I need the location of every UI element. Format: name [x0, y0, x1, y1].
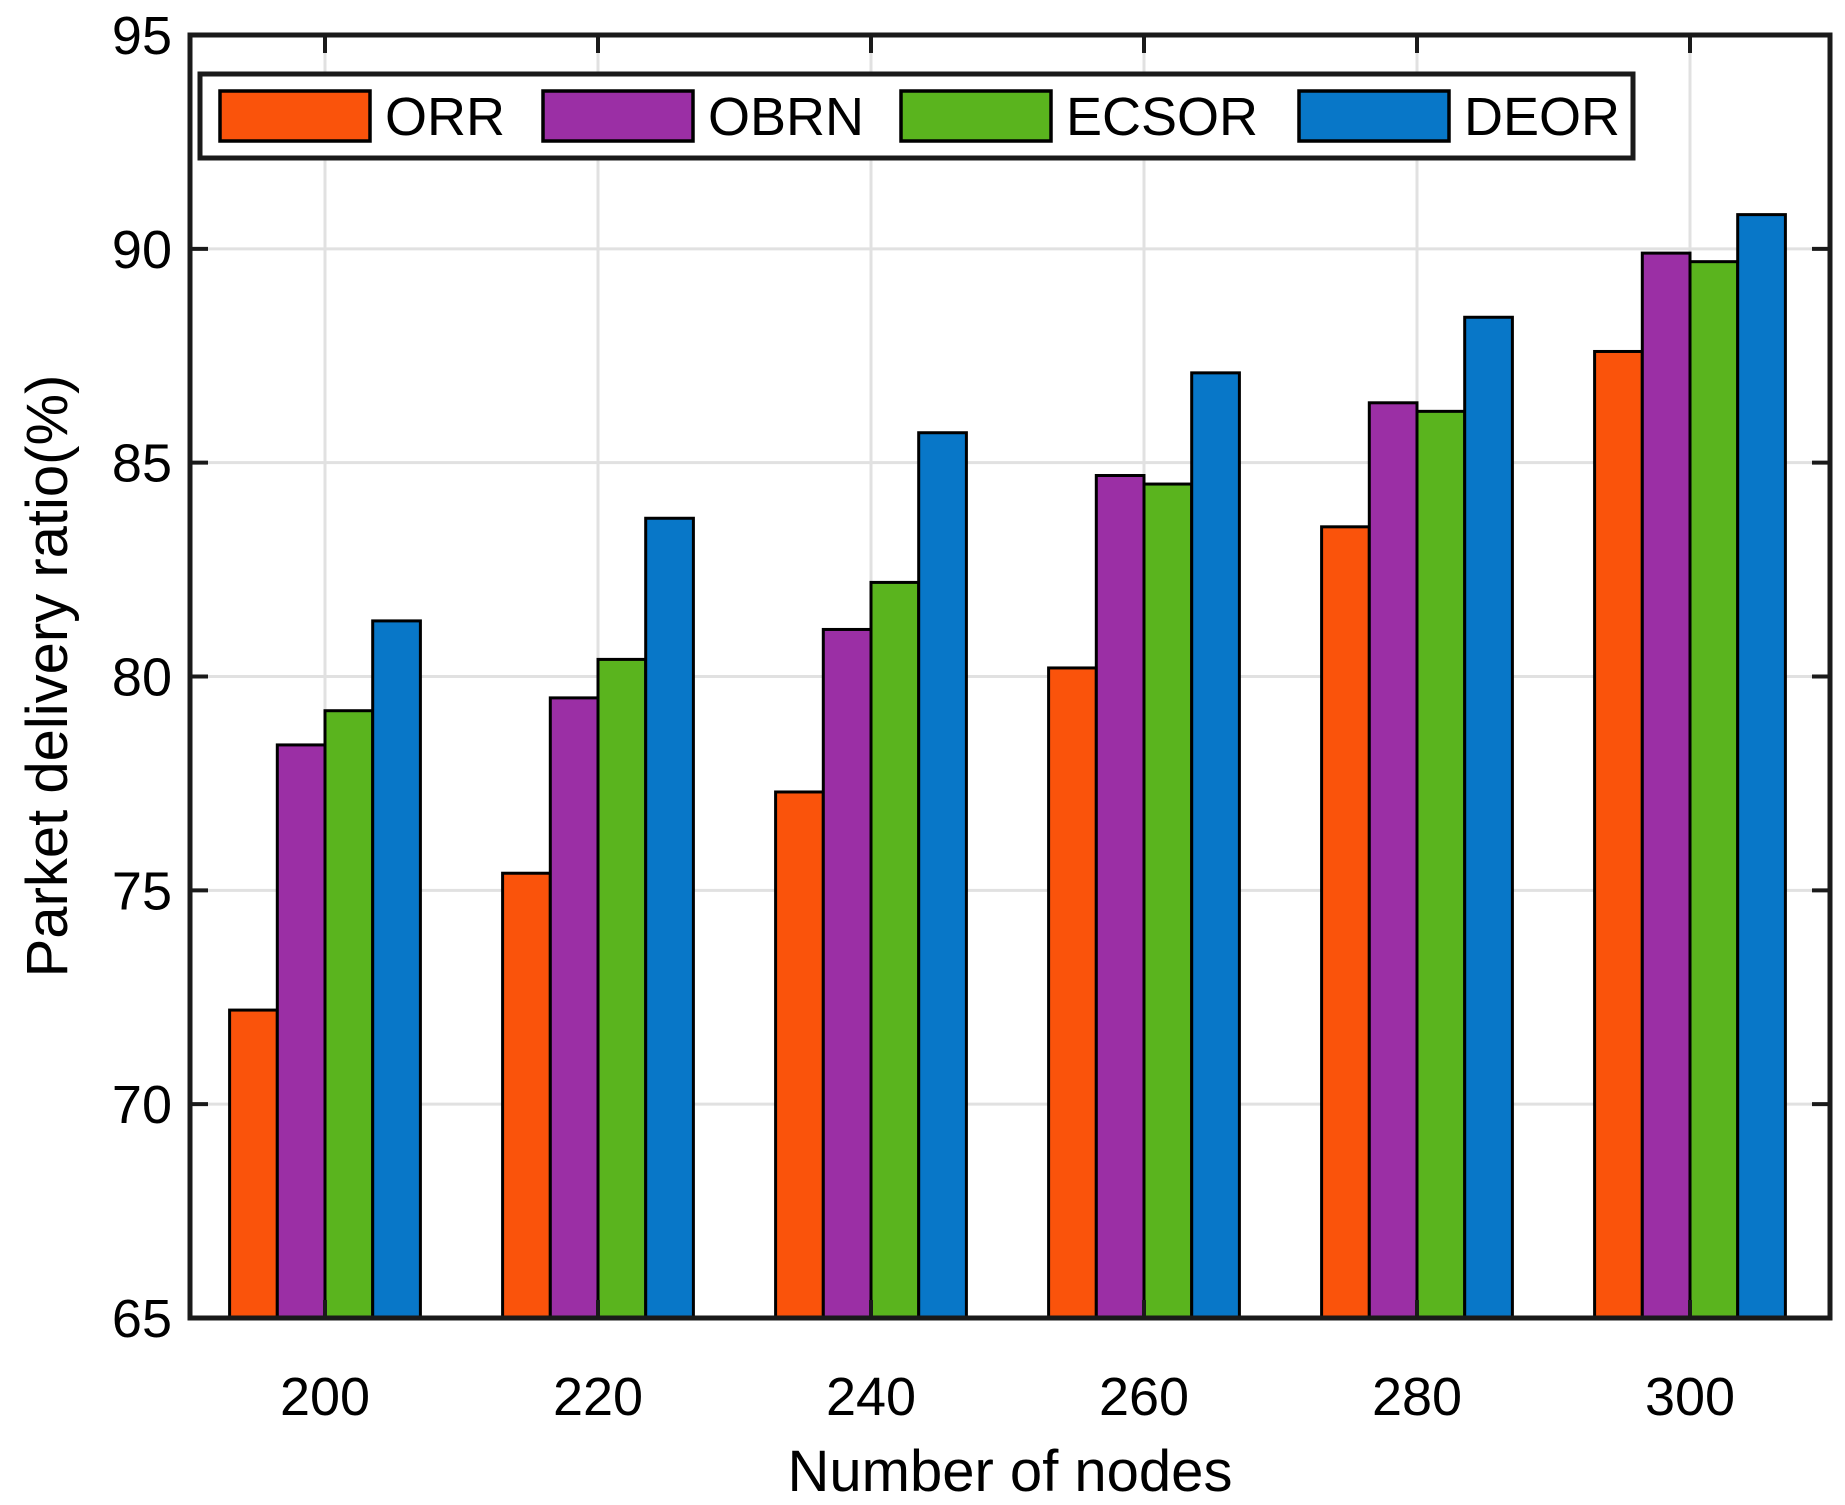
- x-axis-title: Number of nodes: [787, 1439, 1233, 1504]
- bar-OBRN-280: [1367, 401, 1419, 1320]
- bar-DEOR-240: [917, 431, 968, 1320]
- y-tick-label: 95: [112, 6, 172, 66]
- bar-ORR-220: [501, 871, 552, 1320]
- legend-swatch-ECSOR: [899, 89, 1053, 143]
- y-tick-label: 65: [112, 1289, 172, 1349]
- y-axis-title: Parket delivery ratio(%): [15, 374, 80, 978]
- legend-swatch-DEOR: [1297, 89, 1451, 143]
- legend-swatch-OBRN: [541, 89, 695, 143]
- legend-label-DEOR: DEOR: [1464, 87, 1620, 147]
- bar-DEOR-280: [1463, 315, 1514, 1320]
- y-tick-label: 90: [112, 220, 172, 280]
- bar-OBRN-220: [548, 696, 600, 1320]
- bar-ECSOR-220: [596, 657, 648, 1320]
- bar-OBRN-300: [1640, 251, 1692, 1320]
- legend-swatch-ORR: [218, 89, 372, 143]
- bar-OBRN-240: [821, 627, 873, 1320]
- y-tick-label: 70: [112, 1075, 172, 1135]
- bar-ECSOR-240: [869, 580, 921, 1320]
- bar-OBRN-200: [275, 743, 327, 1320]
- bar-ECSOR-280: [1415, 409, 1467, 1320]
- y-tick-label: 75: [112, 861, 172, 921]
- x-tick-label: 280: [1372, 1367, 1462, 1427]
- legend-label-OBRN: OBRN: [708, 87, 864, 147]
- bar-OBRN-260: [1094, 473, 1146, 1320]
- x-tick-label: 200: [280, 1367, 370, 1427]
- legend-label-ECSOR: ECSOR: [1066, 87, 1258, 147]
- bar-ORR-300: [1593, 349, 1644, 1320]
- x-tick-label: 300: [1645, 1367, 1735, 1427]
- bar-DEOR-200: [371, 619, 422, 1320]
- bar-ECSOR-300: [1688, 260, 1740, 1320]
- bar-ORR-260: [1047, 666, 1098, 1320]
- bar-ORR-200: [228, 1008, 279, 1320]
- bar-DEOR-260: [1190, 371, 1241, 1320]
- bar-DEOR-300: [1736, 213, 1787, 1320]
- y-tick-label: 85: [112, 434, 172, 494]
- x-tick-label: 240: [826, 1367, 916, 1427]
- bar-ORR-240: [774, 790, 825, 1320]
- x-tick-label: 260: [1099, 1367, 1189, 1427]
- bar-ECSOR-260: [1142, 482, 1194, 1320]
- y-tick-label: 80: [112, 648, 172, 708]
- bar-ORR-280: [1320, 525, 1371, 1320]
- legend-label-ORR: ORR: [385, 87, 505, 147]
- x-tick-label: 220: [553, 1367, 643, 1427]
- bar-ECSOR-200: [323, 709, 375, 1320]
- bar-DEOR-220: [644, 516, 695, 1320]
